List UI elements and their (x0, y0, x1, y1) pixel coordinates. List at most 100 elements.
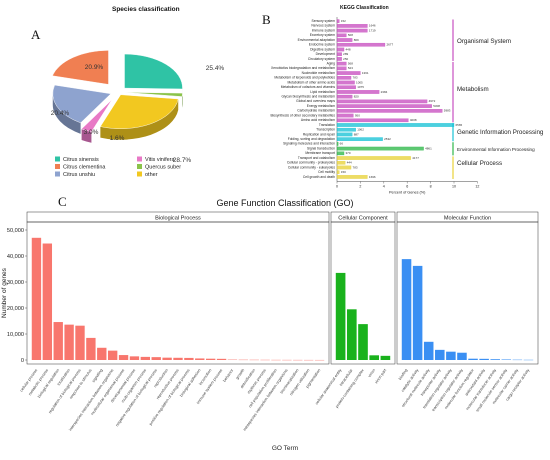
kegg-bar (336, 42, 386, 47)
go-x-tick-label: behavior (222, 367, 235, 383)
go-x-tick-label: binding (397, 368, 408, 381)
pie-slice-1 (124, 92, 183, 97)
go-bar (457, 352, 467, 360)
go-bar (216, 358, 227, 360)
legend-label: Citrus clementina (63, 165, 106, 171)
go-facet-label: Molecular Function (444, 216, 491, 222)
kegg-category-label: Signaling molecules and interaction (283, 142, 335, 146)
legend-swatch (55, 171, 60, 177)
pie-slice-0 (124, 53, 183, 90)
species-pie-chart: 25.4% 1.6% 28.7% 3.0% 20.4% 20.9% Citrus sinen… (51, 50, 224, 178)
go-bar (423, 341, 434, 360)
kegg-bar-count: 448 (346, 47, 351, 51)
kegg-x-tick-label: 8 (430, 184, 432, 188)
kegg-category-label: Metabolism of other amino acids (288, 80, 336, 84)
go-bar (435, 349, 445, 360)
kegg-bar-count: 869 (354, 38, 359, 42)
go-bar (346, 309, 357, 360)
kegg-bar-count: 150 (341, 170, 346, 174)
kegg-category-label: Sensory system (312, 19, 336, 23)
kegg-category-label: Excretory system (310, 33, 336, 37)
go-y-axis-title: Number of genes (1, 267, 8, 318)
kegg-title: KEGG Classification (340, 5, 389, 11)
kegg-category-label: Global and overview maps (296, 99, 335, 103)
go-y-tick-label: 20,000 (7, 306, 24, 312)
kegg-category-label: Carbohydrate metabolism (297, 109, 335, 113)
legend-swatch (55, 156, 60, 162)
go-bar (358, 324, 368, 360)
kegg-bar-count: 1361 (362, 71, 369, 75)
pie-slice-side-4-0 (52, 93, 81, 134)
kegg-bar-count: 1719 (369, 28, 376, 32)
kegg-category-label: Translation (319, 123, 335, 127)
go-bar (75, 325, 85, 360)
go-x-tick-label: virion part (373, 367, 387, 385)
kegg-bar (336, 66, 347, 71)
kegg-bar-count: 5983 (444, 109, 451, 113)
legend-label: Citrus unshiu (63, 172, 95, 178)
legend-label: Vitis vinifera (145, 157, 175, 163)
go-bar (369, 355, 380, 360)
kegg-category-label: Immune system (312, 28, 336, 32)
kegg-category-label: Membrane transport (305, 151, 335, 155)
go-y-tick-label: 10,000 (7, 332, 24, 338)
legend-swatch (137, 156, 142, 162)
go-bar (86, 337, 96, 360)
kegg-bar-count: 289 (343, 52, 348, 56)
legend-label: Quercus suber (145, 165, 181, 171)
kegg-bar-count: 950 (355, 113, 360, 117)
kegg-bar (336, 28, 368, 33)
kegg-category-label: Cellular community - prokaryotes (287, 161, 336, 165)
kegg-bar-count: 1646 (369, 24, 376, 28)
kegg-category-label: Metabolism of terpenoids and polyketides (274, 76, 335, 80)
kegg-x-axis-title: Percent of Genes (%) (389, 190, 426, 194)
pie-slice-label: 28.7% (173, 157, 192, 164)
kegg-bar (336, 113, 354, 118)
go-bar (107, 350, 118, 360)
kegg-bar (336, 156, 411, 160)
kegg-bar-count: 1075 (357, 85, 364, 89)
go-facet-panel (26, 221, 330, 365)
panel-label-c: C (58, 194, 67, 209)
kegg-category-label: Endocrine system (309, 43, 335, 47)
kegg-group-label: Metabolism (457, 86, 489, 93)
kegg-category-label: Biosynthesis of other secondary metaboli… (270, 113, 335, 117)
kegg-group-label: Environmental Information Processing (457, 147, 535, 152)
kegg-bar-count: 2532 (384, 137, 391, 141)
legend-label: Citrus sinensis (63, 157, 99, 163)
pie-slice-side-2-0 (100, 99, 179, 140)
go-x-tick-label: virion (367, 368, 376, 378)
kegg-bar-count: 1005 (356, 80, 363, 84)
kegg-bar (336, 99, 428, 104)
go-bar (401, 259, 412, 360)
kegg-bar (336, 71, 361, 75)
kegg-bar (336, 151, 345, 156)
kegg-bar (336, 109, 443, 113)
pie-slice-2 (100, 94, 179, 129)
kegg-category-label: Aging (327, 61, 336, 65)
kegg-bar (336, 127, 356, 132)
kegg-category-label: Environmental adaptation (298, 38, 336, 42)
kegg-category-label: Replication and repair (303, 132, 336, 136)
pie-title: Species classification (112, 6, 180, 13)
legend-label: other (145, 172, 158, 178)
kegg-bar-count: 370 (346, 151, 351, 155)
kegg-bar (336, 90, 380, 94)
go-bar-chart: Gene Function Classification (GO) 0 10,000… (1, 198, 539, 452)
kegg-category-label: Signal transduction (307, 146, 335, 150)
kegg-bar (336, 33, 347, 38)
go-bar (205, 358, 216, 360)
kegg-category-label: Lipid metabolism (310, 90, 335, 94)
go-facet-label: Biological Process (155, 216, 201, 222)
go-bar (129, 356, 140, 360)
go-bar (468, 358, 478, 360)
kegg-group-label: Organismal System (457, 38, 511, 45)
kegg-bar (336, 146, 424, 151)
kegg-category-label: Transport and catabolism (298, 156, 335, 160)
go-y-tick-label: 40,000 (7, 254, 24, 260)
go-title: Gene Function Classification (GO) (216, 198, 353, 208)
kegg-x-tick-label: 4 (383, 184, 385, 188)
kegg-bar-count: 508 (348, 33, 353, 37)
go-bar (446, 351, 456, 360)
panel-label-a: A (31, 27, 41, 42)
